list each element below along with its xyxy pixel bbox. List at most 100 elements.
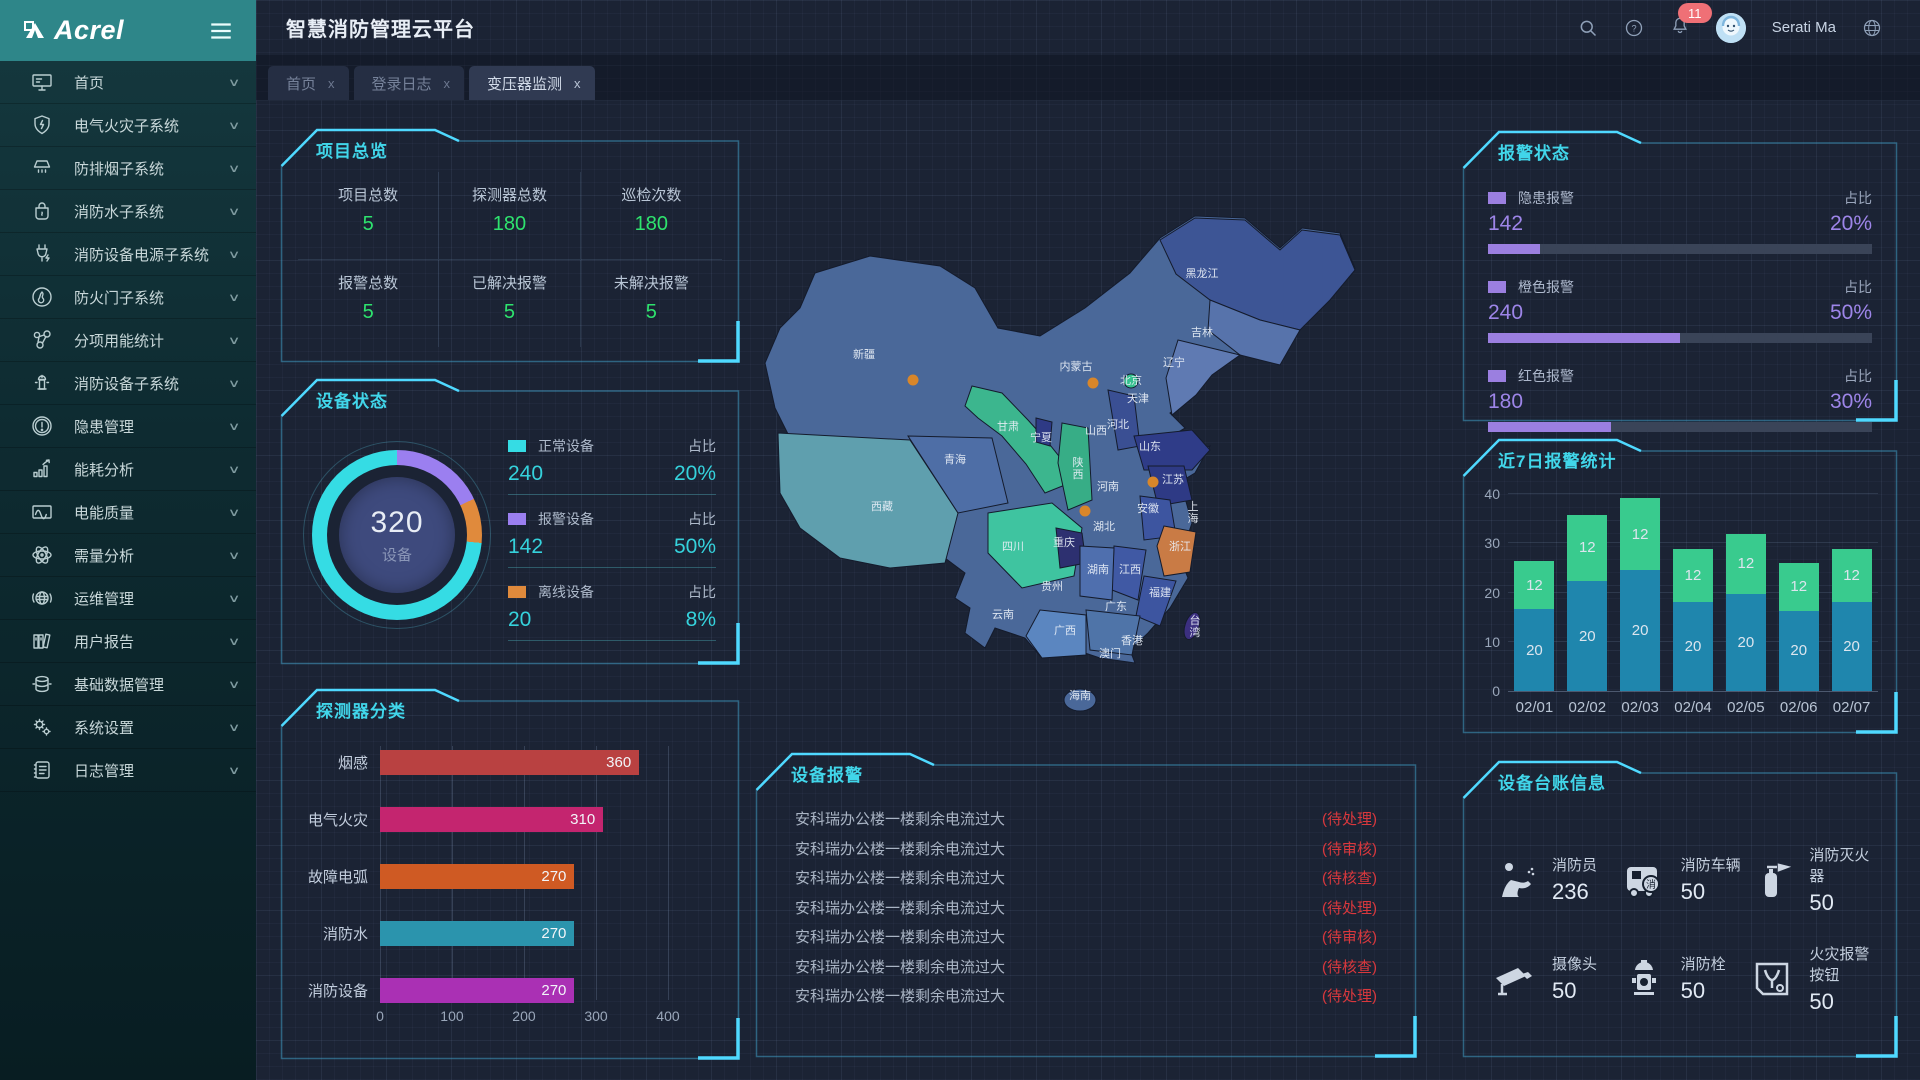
panel-title: 设备台账信息: [1498, 774, 1606, 793]
alarm-list-row-6[interactable]: 安科瑞办公楼一楼剩余电流过大 (待核查): [795, 952, 1377, 982]
alarm-list-row-1[interactable]: 安科瑞办公楼一楼剩余电流过大 (待处理): [795, 804, 1377, 834]
alarm-button-icon: [1749, 956, 1795, 1002]
alarm-status-badge: (待审核): [1322, 929, 1377, 947]
x-tick-label: 02/07: [1832, 699, 1871, 716]
map-region-liaoning[interactable]: [1165, 339, 1242, 416]
map-alert-dot-1[interactable]: [907, 374, 919, 386]
map-alert-dot-3[interactable]: [1147, 476, 1159, 488]
alarm-text: 安科瑞办公楼一楼剩余电流过大: [795, 811, 1006, 829]
alarm-list-row-2[interactable]: 安科瑞办公楼一楼剩余电流过大 (待审核): [795, 834, 1377, 864]
sidebar-item-8[interactable]: 消防设备子系统 ∨: [0, 362, 256, 405]
map-region-hainan[interactable]: [1063, 688, 1097, 712]
alarm-list-row-7[interactable]: 安科瑞办公楼一楼剩余电流过大 (待处理): [795, 981, 1377, 1011]
map-region-shandong[interactable]: [1133, 429, 1211, 471]
week-alarm-chart: 0 10 20 30 40 20 12 02/01 20 12 02/02 20 12 02/03 20 12…: [1484, 486, 1878, 716]
device-legend-item-2: 报警设备 占比 142 50%: [508, 509, 716, 568]
sidebar-item-9[interactable]: 隐患管理 ∨: [0, 405, 256, 448]
map-region-gansu[interactable]: [964, 385, 1071, 494]
alarm-status-list: 隐患报警 占比 142 20% 橙色报警 占比 240 50% 红色报警 占比 180 30%: [1488, 188, 1872, 455]
chevron-down-icon: ∨: [227, 506, 241, 519]
map-region-shaanxi[interactable]: [1057, 422, 1093, 511]
map-label-吉林: 吉林: [1191, 325, 1213, 339]
ledger-value: 50: [1680, 978, 1706, 1003]
map-region-taiwan[interactable]: [1181, 611, 1203, 642]
ledger-value: 236: [1552, 879, 1589, 904]
map-region-ningxia[interactable]: [1035, 417, 1053, 447]
ledger-label: 消防员: [1552, 857, 1598, 874]
sidebar-item-6[interactable]: 防火门子系统 ∨: [0, 276, 256, 319]
map-label-贵州: 贵州: [1041, 580, 1063, 593]
map-alert-dot-4[interactable]: [1079, 505, 1091, 517]
sidebar-nav: 首页 ∨ 电气火灾子系统 ∨ 防排烟子系统 ∨ 消防水子系统 ∨ 消防设备电源子系统 ∨ 防火门子系…: [0, 61, 256, 792]
stat-value: 5: [645, 300, 657, 323]
sidebar-item-12[interactable]: 需量分析 ∨: [0, 534, 256, 577]
alarm-list-row-4[interactable]: 安科瑞办公楼一楼剩余电流过大 (待处理): [795, 893, 1377, 923]
map-region-sichuan[interactable]: [987, 502, 1083, 589]
sidebar-item-17[interactable]: 日志管理 ∨: [0, 749, 256, 792]
alarm-text: 安科瑞办公楼一楼剩余电流过大: [795, 899, 1006, 917]
sidebar-item-11[interactable]: 电能质量 ∨: [0, 491, 256, 534]
tab-1[interactable]: 首页 x: [268, 66, 349, 100]
search-icon[interactable]: [1578, 18, 1598, 38]
map-region-fujian[interactable]: [1135, 575, 1177, 627]
map-region-jilin[interactable]: [1207, 299, 1301, 366]
sidebar-logo-bar: Acrel: [0, 0, 256, 61]
map-alert-dot-2[interactable]: [1087, 377, 1099, 389]
chevron-down-icon: ∨: [227, 291, 241, 304]
map-region-guangxi[interactable]: [1025, 609, 1087, 659]
detector-x-axis: 0 100 200 300 400: [376, 1008, 704, 1026]
notifications-button[interactable]: 11: [1670, 3, 1712, 40]
ratio-label: 占比: [688, 584, 716, 600]
alarm-label: 隐患报警: [1518, 190, 1574, 206]
alarm-status-item-2: 橙色报警 占比 240 50%: [1488, 277, 1872, 343]
alarm-text: 安科瑞办公楼一楼剩余电流过大: [795, 988, 1006, 1006]
map-region-guangdong[interactable]: [1085, 609, 1141, 656]
tab-2[interactable]: 登录日志 x: [353, 66, 465, 100]
map-label-山东: 山东: [1139, 440, 1161, 453]
y-tick-label: 20: [1484, 584, 1500, 601]
alarm-list-row-5[interactable]: 安科瑞办公楼一楼剩余电流过大 (待审核): [795, 922, 1377, 952]
sidebar-item-4[interactable]: 消防水子系统 ∨: [0, 190, 256, 233]
map-label-安徽: 安徽: [1137, 501, 1159, 515]
bar-segment-secondary: 12: [1514, 560, 1555, 610]
map-region-zhejiang[interactable]: [1156, 525, 1197, 577]
panel-title: 探测器分类: [316, 702, 406, 721]
sidebar-item-5[interactable]: 消防设备电源子系统 ∨: [0, 233, 256, 276]
tab-close-icon[interactable]: x: [443, 75, 451, 91]
menu-toggle-icon[interactable]: [208, 18, 234, 44]
legend-values: 240 20%: [508, 462, 716, 495]
sidebar-item-10[interactable]: 能耗分析 ∨: [0, 448, 256, 491]
week-bar-1: 20 12 02/01: [1514, 560, 1555, 716]
user-name[interactable]: Serati Ma: [1771, 19, 1836, 36]
sidebar-item-13[interactable]: 运维管理 ∨: [0, 577, 256, 620]
bar-value-label: 270: [541, 925, 567, 942]
header: 智慧消防管理云平台 ? 11 Serat: [256, 0, 1920, 55]
alarm-status-item-3: 红色报警 占比 180 30%: [1488, 366, 1872, 432]
sidebar-item-14[interactable]: 用户报告 ∨: [0, 620, 256, 663]
alarm-list-row-3[interactable]: 安科瑞办公楼一楼剩余电流过大 (待核查): [795, 863, 1377, 893]
tab-close-icon[interactable]: x: [574, 75, 581, 91]
map-region-qinghai[interactable]: [907, 435, 1009, 514]
sidebar-item-2[interactable]: 电气火灾子系统 ∨: [0, 104, 256, 147]
map-region-jiangsu[interactable]: [1147, 465, 1193, 507]
device-total-value: 320: [370, 505, 424, 539]
sidebar-item-label: 消防水子系统: [74, 203, 165, 221]
tab-close-icon[interactable]: x: [328, 75, 335, 91]
y-gridline: [1508, 542, 1878, 544]
help-icon[interactable]: ?: [1624, 18, 1644, 38]
sidebar-item-16[interactable]: 系统设置 ∨: [0, 706, 256, 749]
map-region-hunan[interactable]: [1079, 545, 1115, 601]
avatar[interactable]: [1715, 12, 1746, 43]
progress-track: [1488, 422, 1872, 432]
tab-3[interactable]: 变压器监测 x: [469, 66, 595, 100]
sidebar-item-15[interactable]: 基础数据管理 ∨: [0, 663, 256, 706]
sidebar-item-7[interactable]: 分项用能统计 ∨: [0, 319, 256, 362]
sidebar-item-1[interactable]: 首页 ∨: [0, 61, 256, 104]
legend-label: 离线设备: [538, 584, 594, 600]
map-region-beijing[interactable]: [1123, 373, 1139, 389]
tab-label: 变压器监测: [487, 75, 563, 93]
language-globe-icon[interactable]: [1862, 18, 1882, 38]
sidebar-item-3[interactable]: 防排烟子系统 ∨: [0, 147, 256, 190]
